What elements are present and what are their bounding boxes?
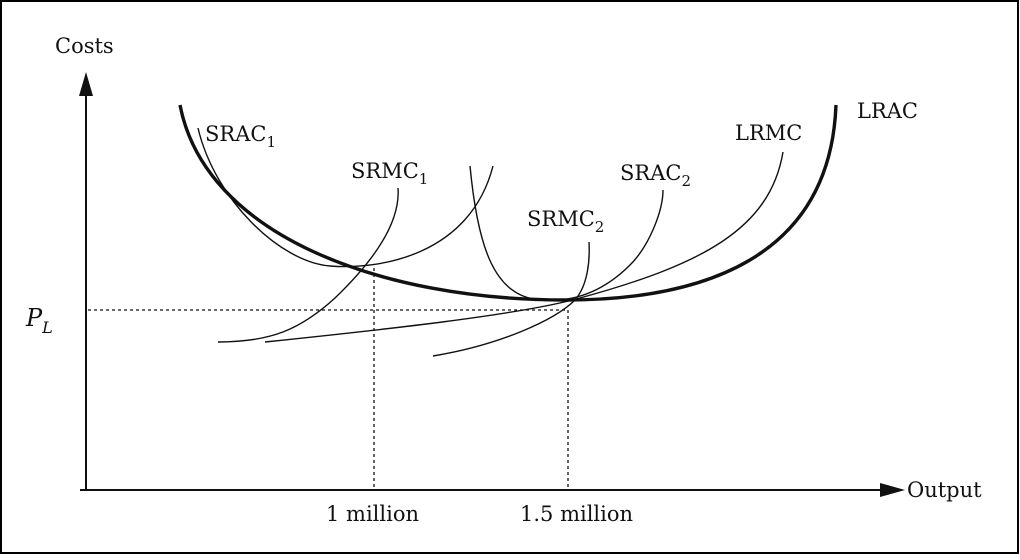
x-axis-label: Output [907,478,982,502]
srmc1-label: SRMC1 [351,159,428,188]
tick-label-q1: 1 million [326,502,419,526]
srac1-curve [197,127,494,268]
y-axis-label: Costs [55,34,114,58]
srmc2-curve [432,241,590,357]
tick-label-q2: 1.5 million [520,502,633,526]
lrmc-label: LRMC [735,121,802,145]
price-symbol: P [25,304,43,332]
lrmc-curve [264,151,784,343]
srac2-curve [469,165,664,302]
price-label: PL [25,304,53,337]
lrac-label: LRAC [857,99,918,123]
y-axis-arrow-icon [79,72,93,96]
srac1-label: SRAC1 [205,122,276,151]
srmc1-curve [217,187,399,343]
srmc2-label: SRMC2 [527,207,604,236]
price-subscript: L [41,318,53,337]
x-axis-arrow-icon [880,483,905,497]
srac2-label: SRAC2 [620,161,691,190]
